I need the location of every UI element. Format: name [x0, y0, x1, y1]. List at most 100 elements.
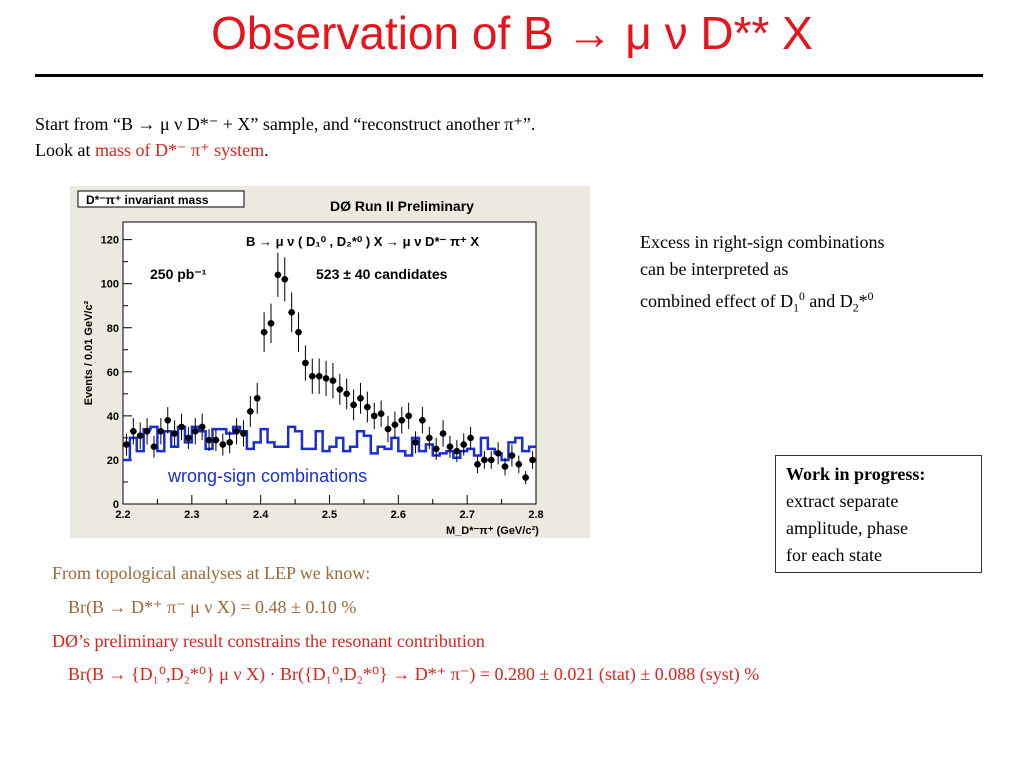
y-tick-label: 0	[113, 499, 119, 511]
x-tick-label: 2.3	[184, 509, 199, 521]
wip-line-1: extract separate	[786, 491, 899, 511]
intro-text: Start from “B → μ ν D*⁻ + X” sample, and…	[35, 111, 535, 163]
data-point	[419, 416, 426, 424]
work-in-progress-box: Work in progress: extract separate ampli…	[775, 455, 982, 573]
data-point	[357, 394, 364, 402]
plot-title-box	[77, 190, 245, 208]
data-point	[412, 439, 419, 446]
data-point	[391, 421, 399, 428]
data-point	[185, 434, 192, 442]
data-point	[460, 441, 468, 448]
d0-heading: DØ’s preliminary result constrains the r…	[52, 631, 485, 651]
note-line-3-mid: and D	[809, 291, 853, 311]
plot-frame-fill	[123, 222, 536, 504]
data-point	[288, 309, 295, 316]
data-point	[233, 427, 240, 435]
excess-note: Excess in right-sign combinations can be…	[640, 229, 884, 322]
y-tick-label: 40	[107, 411, 119, 423]
data-point	[130, 427, 137, 435]
y-tick-label: 120	[101, 235, 119, 247]
data-point	[198, 423, 206, 431]
data-point	[253, 394, 261, 402]
data-point	[178, 423, 185, 431]
data-point	[212, 436, 220, 444]
data-point	[123, 441, 130, 448]
data-point	[322, 375, 330, 382]
plot-candidates: 523 ± 40 candidates	[316, 266, 448, 282]
x-tick-label: 2.5	[322, 509, 337, 521]
data-point	[191, 427, 199, 435]
data-point	[494, 450, 502, 457]
plot-luminosity: 250 pb⁻¹	[150, 266, 207, 282]
data-point	[157, 427, 165, 435]
data-point	[439, 430, 447, 437]
data-point	[281, 275, 289, 283]
y-tick-label: 80	[107, 323, 119, 335]
data-point	[384, 425, 392, 433]
data-point	[515, 461, 523, 468]
data-point	[308, 372, 316, 380]
note-line-3-prefix: combined effect of D	[640, 291, 794, 311]
data-point	[336, 386, 344, 393]
x-tick-label: 2.6	[391, 509, 406, 521]
data-point	[260, 328, 268, 336]
data-point	[446, 443, 454, 451]
data-point	[343, 390, 351, 398]
note-line-3: combined effect of D10 and D2*0	[640, 290, 874, 315]
x-tick-label: 2.4	[253, 509, 269, 521]
data-point	[501, 463, 509, 470]
data-point	[226, 439, 233, 446]
x-tick-label: 2.7	[460, 509, 475, 521]
data-point	[143, 427, 151, 435]
wip-line-3: for each state	[786, 545, 882, 565]
data-point	[377, 410, 385, 417]
wrong-sign-histogram	[123, 425, 536, 462]
data-point	[205, 436, 213, 444]
plot-header: DØ Run II Preliminary	[330, 198, 474, 214]
lep-result: Br(B → D*⁺ π⁻ μ ν X) = 0.48 ± 0.10 %	[68, 597, 357, 617]
data-point	[164, 416, 172, 424]
wip-title: Work in progress:	[786, 464, 926, 484]
data-point	[432, 445, 440, 453]
invariant-mass-plot: D*⁻π⁺ invariant mass DØ Run II Preliminar…	[70, 186, 590, 538]
intro-line-2: Look at mass of D*⁻ π⁺ system.	[35, 137, 535, 163]
lep-heading: From topological analyses at LEP we know…	[52, 563, 371, 583]
data-point	[529, 456, 536, 464]
data-point	[481, 456, 488, 464]
data-point	[302, 359, 309, 367]
data-point	[315, 372, 323, 380]
x-tick-label: 2.8	[528, 509, 543, 521]
x-axis-label: M_D*⁻π⁺ (GeV/c²)	[446, 525, 539, 537]
data-point	[453, 447, 461, 455]
data-point	[364, 403, 371, 411]
y-tick-label: 60	[107, 367, 119, 379]
data-point	[136, 432, 144, 440]
intro-highlight: mass of D*⁻ π⁺ system	[95, 140, 265, 160]
y-tick-label: 20	[107, 455, 119, 467]
data-point	[247, 408, 254, 415]
d0-result: Br(B → {D₁⁰,D₂*⁰} μ ν X) · Br({D₁⁰,D₂*⁰}…	[68, 664, 760, 684]
data-point	[474, 461, 481, 468]
note-line-1: Excess in right-sign combinations	[640, 232, 885, 252]
x-tick-label: 2.2	[115, 509, 130, 521]
data-point	[487, 456, 495, 464]
plot-title: D*⁻π⁺ invariant mass	[86, 193, 209, 207]
data-point	[274, 271, 282, 279]
y-axis-label: Events / 0.01 GeV/c²	[83, 300, 95, 405]
intro-suffix: .	[264, 140, 269, 160]
data-point	[467, 434, 474, 442]
data-point	[405, 412, 412, 420]
wrong-sign-label: wrong-sign combinations	[167, 466, 367, 486]
intro-line-1: Start from “B → μ ν D*⁻ + X” sample, and…	[35, 114, 536, 134]
y-tick-label: 100	[101, 279, 119, 291]
data-point	[370, 412, 378, 420]
data-point	[295, 328, 302, 336]
data-point	[522, 474, 529, 481]
data-point	[267, 320, 275, 327]
data-point	[219, 441, 227, 448]
plot-process: B → μ ν ( D₁⁰ , D₂*⁰ ) X → μ ν D*⁻ π⁺ X	[246, 234, 479, 249]
data-point	[329, 377, 337, 384]
title-divider	[35, 74, 983, 77]
data-point	[508, 452, 516, 459]
data-point	[398, 416, 406, 424]
